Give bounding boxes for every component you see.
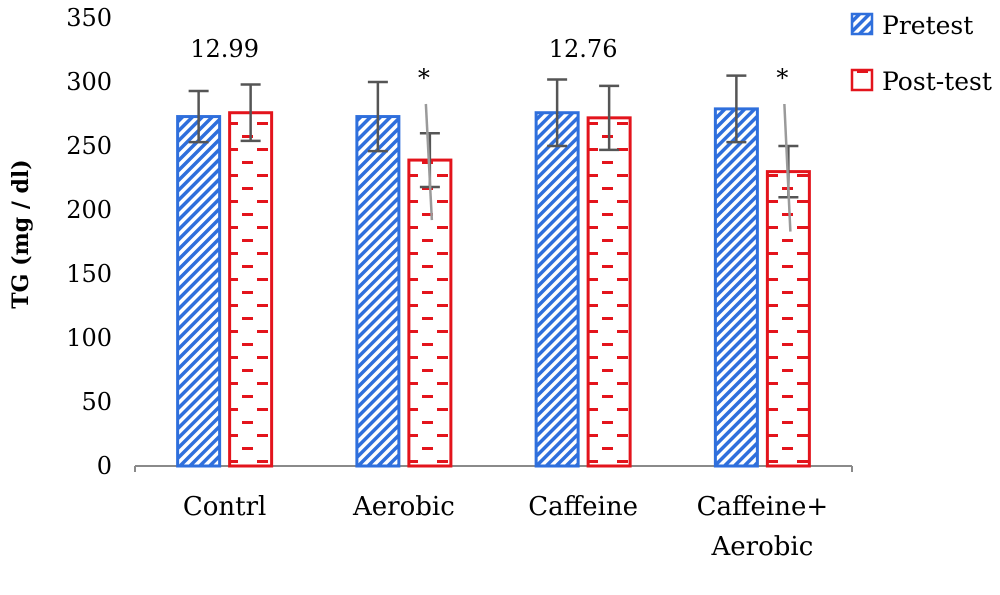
annotation-label: 12.76 <box>549 35 618 63</box>
annotations: 12.99 * 12.76 * <box>190 35 792 232</box>
x-category-label: Caffeine+ <box>697 492 829 522</box>
error-bars <box>188 74 799 199</box>
significance-marker: * <box>776 64 788 92</box>
legend-label: Pretest <box>882 11 973 40</box>
bar-pretest <box>534 111 580 468</box>
y-tick-label: 100 <box>66 324 112 352</box>
x-category-label: Aerobic <box>710 532 813 562</box>
bar-pretest <box>176 115 222 468</box>
bar-pretest <box>355 115 401 468</box>
bar-pretest <box>713 107 759 468</box>
bar-post-test <box>765 170 811 468</box>
y-tick-label: 50 <box>81 388 112 416</box>
y-axis-label: TG (mg / dl) <box>8 159 34 308</box>
bars <box>176 107 811 468</box>
y-tick-label: 150 <box>66 260 112 288</box>
annotation-leader-line <box>783 103 792 232</box>
x-category-label: Contrl <box>183 492 266 522</box>
legend-swatch-post-test <box>850 68 874 92</box>
bar-post-test <box>228 111 274 468</box>
y-tick-label: 300 <box>66 68 112 96</box>
y-tick-label: 350 <box>66 4 112 32</box>
x-category-label: Caffeine <box>528 492 638 522</box>
legend-swatch-pretest <box>850 12 874 36</box>
y-tick-label: 200 <box>66 196 112 224</box>
bar-post-test <box>407 158 453 468</box>
legend: Pretest Post-test <box>850 11 992 96</box>
legend-label: Post-test <box>882 67 992 96</box>
bar-post-test <box>586 116 632 468</box>
x-category-label: Aerobic <box>352 492 455 522</box>
y-tick-label: 250 <box>66 132 112 160</box>
significance-marker: * <box>418 64 430 92</box>
annotation-label: 12.99 <box>190 35 259 63</box>
y-tick-label: 0 <box>97 452 112 480</box>
annotation-leader-line <box>424 103 434 221</box>
category-labels: Contrl Aerobic Caffeine Caffeine+ Aerobic <box>183 492 828 562</box>
